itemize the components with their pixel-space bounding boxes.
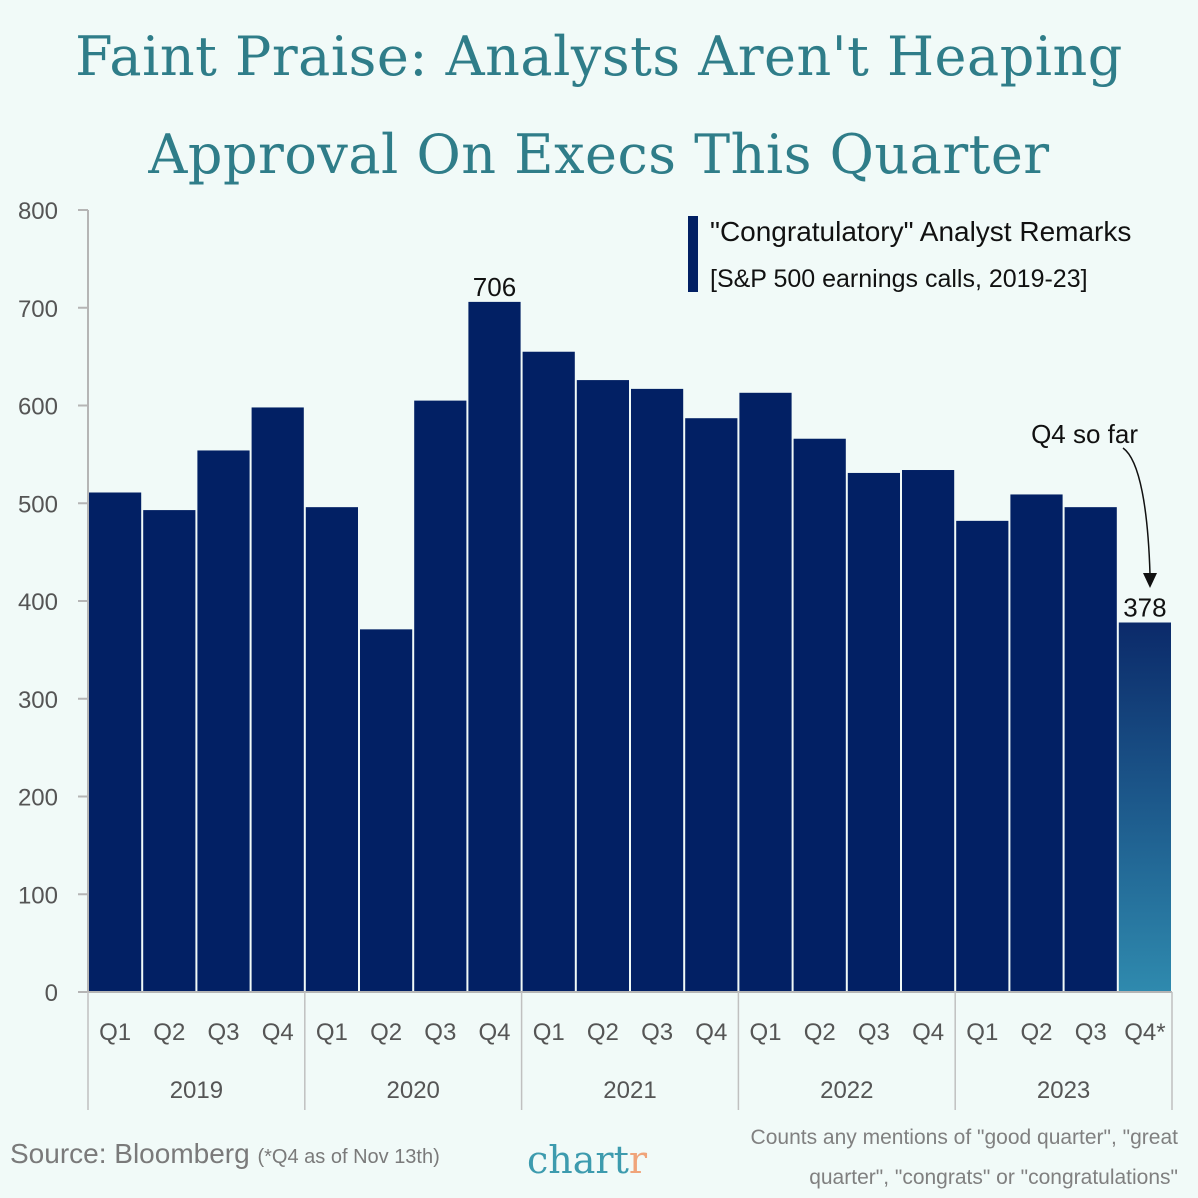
bar: [956, 520, 1009, 992]
x-tick-label: Q2: [587, 1019, 619, 1046]
y-tick-label: 600: [18, 394, 58, 421]
year-label: 2021: [603, 1077, 656, 1104]
annotation-text: Q4 so far: [1031, 419, 1138, 449]
bar: [197, 450, 250, 993]
x-tick-label: Q3: [641, 1019, 673, 1046]
x-tick-label: Q1: [99, 1019, 131, 1046]
x-tick-label: Q1: [316, 1019, 348, 1046]
x-tick-label: Q1: [533, 1019, 565, 1046]
x-tick-label: Q3: [424, 1019, 456, 1046]
x-tick-label: Q3: [858, 1019, 890, 1046]
year-label: 2022: [820, 1077, 873, 1104]
x-tick-label: Q4: [478, 1019, 510, 1046]
y-tick-label: 100: [18, 882, 58, 909]
y-tick-label: 200: [18, 785, 58, 812]
bar: [576, 380, 629, 993]
year-label: 2019: [170, 1077, 223, 1104]
x-tick-label: Q2: [1020, 1019, 1052, 1046]
year-label: 2023: [1037, 1077, 1090, 1104]
bar: [1118, 622, 1171, 992]
x-tick-label: Q2: [370, 1019, 402, 1046]
methodology-note: Counts any mentions of "good quarter", "…: [658, 1118, 1178, 1198]
y-tick-label: 700: [18, 296, 58, 323]
bar: [793, 438, 846, 992]
x-tick-label: Q2: [153, 1019, 185, 1046]
bar: [89, 492, 142, 992]
y-tick-label: 500: [18, 491, 58, 518]
arrowhead-icon: [1143, 573, 1157, 588]
source-text: Source: Bloomberg (*Q4 as of Nov 13th): [10, 1138, 440, 1170]
bar: [847, 472, 900, 992]
year-label: 2020: [387, 1077, 440, 1104]
x-tick-label: Q4: [262, 1019, 294, 1046]
x-tick-label: Q3: [1075, 1019, 1107, 1046]
data-label: 378: [1123, 593, 1166, 623]
x-tick-label: Q1: [749, 1019, 781, 1046]
annotation-arrow: [1122, 447, 1151, 575]
y-tick-label: 0: [45, 980, 58, 1007]
note-line-1: Counts any mentions of "good quarter", "…: [750, 1126, 1178, 1149]
y-tick-label: 300: [18, 687, 58, 714]
legend-swatch: [688, 216, 698, 292]
bar: [305, 507, 358, 992]
bar: [360, 629, 413, 992]
y-tick-label: 800: [18, 198, 58, 225]
bar: [739, 392, 792, 993]
x-tick-label: Q4: [912, 1019, 944, 1046]
chartr-logo: chartr: [527, 1138, 648, 1182]
bar: [522, 351, 575, 992]
bar: [251, 407, 304, 993]
bar: [685, 418, 738, 992]
note-line-2: quarter", "congrats" or "congratulations…: [809, 1166, 1178, 1189]
bar: [414, 400, 467, 992]
bar: [143, 510, 196, 992]
x-tick-label: Q2: [804, 1019, 836, 1046]
bar: [1010, 494, 1063, 992]
x-tick-label: Q3: [207, 1019, 239, 1046]
data-label: 706: [473, 272, 516, 302]
bar: [902, 470, 955, 992]
chart-title: Faint Praise: Analysts Aren't Heaping Ap…: [75, 25, 1123, 186]
source-label: Source: Bloomberg: [10, 1138, 250, 1169]
bar: [631, 388, 684, 992]
legend-sublabel: [S&P 500 earnings calls, 2019-23]: [710, 265, 1088, 293]
bar: [1064, 507, 1117, 992]
x-tick-label: Q1: [966, 1019, 998, 1046]
bar: [468, 301, 521, 992]
y-tick-label: 400: [18, 589, 58, 616]
x-tick-label: Q4: [695, 1019, 727, 1046]
legend-label: "Congratulatory" Analyst Remarks: [710, 216, 1131, 247]
source-note: (*Q4 as of Nov 13th): [257, 1146, 440, 1168]
x-tick-label: Q4*: [1124, 1019, 1165, 1046]
